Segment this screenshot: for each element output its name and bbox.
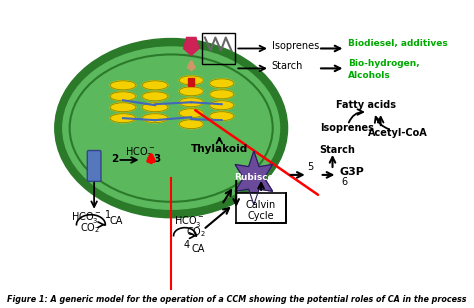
Ellipse shape	[110, 103, 136, 112]
Text: HCO$_3^-$: HCO$_3^-$	[173, 214, 204, 229]
Text: HCO$_3^-$: HCO$_3^-$	[71, 210, 101, 225]
Ellipse shape	[110, 81, 136, 90]
Text: Figure 1: A generic model for the operation of a CCM showing the potential roles: Figure 1: A generic model for the operat…	[7, 295, 467, 304]
Text: Cycle: Cycle	[248, 211, 274, 221]
Text: Fatty acids: Fatty acids	[336, 100, 396, 110]
Text: Calvin: Calvin	[246, 200, 276, 210]
Ellipse shape	[179, 76, 203, 85]
Text: Rubisco: Rubisco	[234, 173, 273, 182]
Ellipse shape	[179, 109, 203, 118]
Ellipse shape	[55, 38, 288, 218]
Text: HCO$_3^-$: HCO$_3^-$	[126, 145, 155, 160]
FancyBboxPatch shape	[87, 151, 101, 181]
Text: CO$_2$: CO$_2$	[81, 222, 100, 235]
Text: CA: CA	[109, 216, 123, 226]
Bar	[188, 78, 194, 86]
Ellipse shape	[142, 114, 168, 123]
Text: 5: 5	[308, 162, 314, 172]
Text: 2: 2	[111, 154, 118, 164]
Text: Starch: Starch	[272, 61, 303, 71]
Polygon shape	[183, 38, 199, 55]
Ellipse shape	[179, 98, 203, 107]
Ellipse shape	[179, 120, 203, 129]
Ellipse shape	[210, 101, 234, 110]
Text: CO$_2$: CO$_2$	[186, 226, 207, 239]
Text: Alcohols: Alcohols	[348, 71, 391, 80]
Text: Bio-hydrogen,: Bio-hydrogen,	[348, 59, 419, 68]
Polygon shape	[235, 151, 273, 205]
Text: Biodiesel, additives: Biodiesel, additives	[348, 39, 447, 48]
Text: G3P: G3P	[340, 167, 365, 177]
Ellipse shape	[210, 112, 234, 121]
Ellipse shape	[110, 92, 136, 101]
Ellipse shape	[142, 103, 168, 112]
Ellipse shape	[210, 90, 234, 99]
Ellipse shape	[63, 47, 280, 209]
Bar	[236, 193, 286, 223]
Text: Acetyl-CoA: Acetyl-CoA	[368, 128, 428, 138]
Text: Isoprenes: Isoprenes	[272, 42, 319, 51]
Text: Starch: Starch	[319, 145, 356, 155]
Text: Isoprenes: Isoprenes	[319, 123, 374, 133]
Text: Thylakoid: Thylakoid	[191, 144, 248, 154]
Text: 4: 4	[183, 240, 189, 249]
Ellipse shape	[110, 114, 136, 123]
Text: 3: 3	[154, 154, 161, 164]
Text: 6: 6	[341, 177, 347, 187]
Ellipse shape	[179, 87, 203, 96]
Bar	[201, 33, 236, 64]
Text: CA: CA	[191, 244, 205, 253]
Text: 1: 1	[105, 210, 111, 220]
Ellipse shape	[142, 92, 168, 101]
Ellipse shape	[210, 79, 234, 88]
Ellipse shape	[142, 81, 168, 90]
